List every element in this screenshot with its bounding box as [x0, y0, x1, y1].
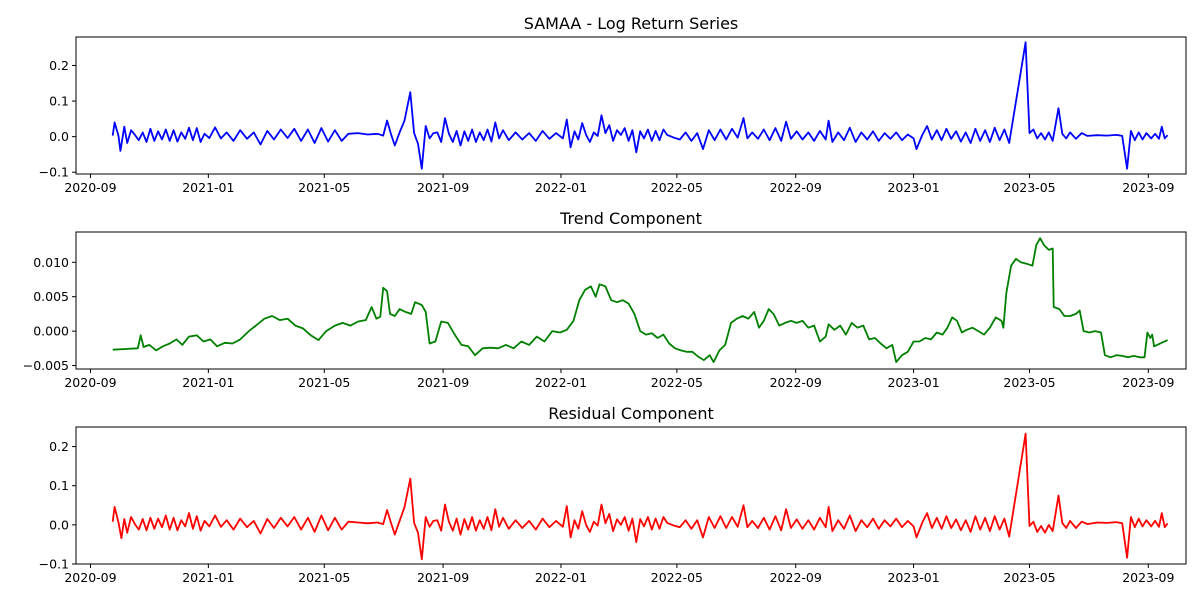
residual-series-line	[111, 432, 1169, 561]
trend-xtick-label: 2023-01	[887, 375, 939, 390]
log-return-xtick-label: 2022-05	[651, 180, 703, 195]
trend-xtick-label: 2021-09	[417, 375, 469, 390]
trend-xtick-label: 2022-05	[651, 375, 703, 390]
log-return-ytick-label: 0.0	[49, 129, 69, 144]
residual-xtick-label: 2021-09	[417, 570, 469, 585]
log-return-title: SAMAA - Log Return Series	[524, 14, 739, 33]
trend-ytick-label: 0.000	[33, 324, 69, 339]
trend-series-line	[112, 237, 1168, 363]
chart-panels: SAMAA - Log Return Series −0.1 0.0 0.1 0.2 20…	[23, 14, 1187, 585]
trend-xtick-label: 2023-05	[1003, 375, 1055, 390]
log-return-xtick-label: 2023-01	[887, 180, 939, 195]
residual-xtick-label: 2022-09	[770, 570, 822, 585]
residual-xtick-label: 2020-09	[64, 570, 116, 585]
trend-xtick-label: 2023-09	[1122, 375, 1174, 390]
log-return-xtick-label: 2023-05	[1003, 180, 1055, 195]
residual-xtick-label: 2022-01	[535, 570, 587, 585]
trend-ytick-label: −0.005	[23, 358, 69, 373]
residual-panel: Residual Component −0.1 0.0 0.1 0.2 2020-09 20…	[39, 404, 1187, 585]
log-return-xtick-label: 2020-09	[64, 180, 116, 195]
log-return-xtick-label: 2022-01	[535, 180, 587, 195]
log-return-xtick-label: 2021-09	[417, 180, 469, 195]
trend-xtick-label: 2021-01	[182, 375, 234, 390]
log-return-series-line	[111, 41, 1169, 170]
log-return-ytick-label: 0.1	[49, 94, 69, 109]
trend-xtick-label: 2022-01	[535, 375, 587, 390]
log-return-xtick-label: 2021-05	[298, 180, 350, 195]
log-return-ytick-label: 0.2	[49, 58, 69, 73]
trend-panel: Trend Component −0.005 0.000 0.005 0.010 2020…	[23, 209, 1187, 390]
residual-ytick-label: −0.1	[39, 557, 69, 572]
residual-xtick-label: 2021-01	[182, 570, 234, 585]
log-return-panel: SAMAA - Log Return Series −0.1 0.0 0.1 0.2 20…	[39, 14, 1187, 195]
trend-ytick-label: 0.005	[33, 289, 69, 304]
residual-ytick-label: 0.2	[49, 439, 69, 454]
residual-xtick-label: 2023-05	[1003, 570, 1055, 585]
trend-title: Trend Component	[559, 209, 702, 228]
trend-xtick-label: 2022-09	[770, 375, 822, 390]
log-return-xtick-label: 2021-01	[182, 180, 234, 195]
log-return-ytick-label: −0.1	[39, 165, 69, 180]
trend-axes-frame	[75, 231, 1187, 370]
residual-ytick-label: 0.0	[49, 517, 69, 532]
trend-xtick-label: 2020-09	[64, 375, 116, 390]
trend-ytick-label: 0.010	[33, 255, 69, 270]
residual-ytick-label: 0.1	[49, 478, 69, 493]
trend-xtick-label: 2021-05	[298, 375, 350, 390]
residual-xtick-label: 2023-09	[1122, 570, 1174, 585]
log-return-xtick-label: 2023-09	[1122, 180, 1174, 195]
log-return-xtick-label: 2022-09	[770, 180, 822, 195]
log-return-axes-frame	[75, 36, 1187, 175]
residual-title: Residual Component	[548, 404, 714, 423]
residual-xtick-label: 2023-01	[887, 570, 939, 585]
residual-xtick-label: 2021-05	[298, 570, 350, 585]
residual-axes-frame	[75, 426, 1187, 565]
residual-xtick-label: 2022-05	[651, 570, 703, 585]
